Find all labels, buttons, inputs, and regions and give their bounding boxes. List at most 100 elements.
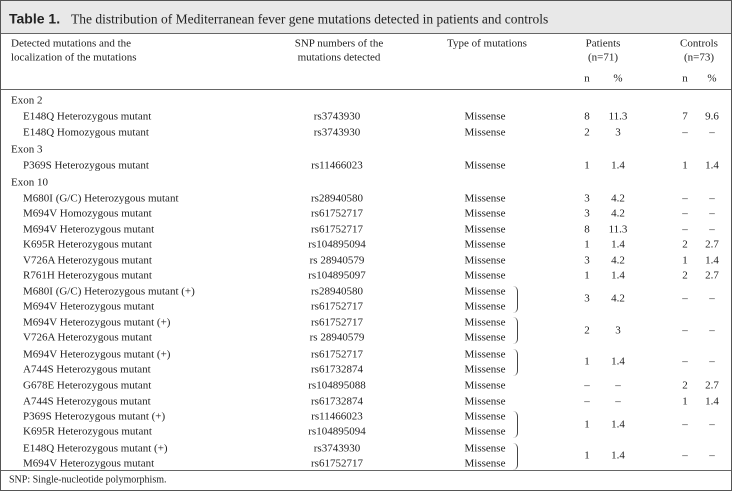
patients-pct: 1.4 [611, 355, 625, 368]
patients-pct: 1.4 [611, 418, 625, 430]
controls-n: 7 [682, 110, 688, 123]
sub-header: n [584, 72, 590, 85]
snp-number: rs104895097 [308, 269, 366, 282]
patients-pct: 11.3 [608, 110, 628, 123]
patients-n: 1 [584, 355, 590, 368]
controls-n: – [682, 192, 688, 204]
col-header: Controls [680, 37, 718, 50]
snp-number: rs11466023 [311, 159, 363, 171]
group-brace [513, 442, 518, 470]
mutation: V726A Heterozygous mutant [23, 254, 152, 266]
table-label: Table 1. [9, 10, 61, 27]
mutation: M694V Homozygous mutant [23, 207, 152, 220]
controls-n: – [682, 418, 688, 430]
mutation: M680I (G/C) Heterozygous mutant (+) [23, 285, 195, 297]
patients-pct: 1.4 [611, 269, 625, 282]
mutation: M680I (G/C) Heterozygous mutant [23, 192, 179, 204]
snp-number: rs104895094 [308, 425, 366, 438]
mutation-type: Missense [464, 442, 506, 454]
mutation: M694V Heterozygous mutant (+) [23, 316, 171, 329]
snp-number: rs11466023 [311, 410, 363, 423]
col-header: SNP numbers of the [294, 37, 384, 50]
controls-n: 2 [682, 379, 688, 392]
mutation: A744S Heterozygous mutant [23, 395, 151, 407]
col-header: (n=73) [683, 51, 715, 64]
col-header: mutations detected [297, 51, 381, 64]
mutation: P369S Heterozygous mutant (+) [23, 410, 166, 423]
controls-pct: – [709, 223, 715, 235]
controls-pct: 1.4 [705, 254, 719, 266]
snp-number: rs61752717 [311, 457, 363, 469]
patients-n: 8 [584, 110, 590, 123]
controls-pct: – [709, 207, 715, 220]
rule [1, 470, 731, 471]
sub-header: % [613, 72, 623, 85]
snp-number: rs28940580 [311, 192, 363, 204]
mutation: R761H Heterozygous mutant [23, 269, 152, 282]
controls-n: 1 [682, 395, 688, 407]
sub-header: n [682, 72, 688, 85]
controls-pct: 2.7 [705, 379, 719, 392]
patients-pct: 1.4 [611, 238, 625, 251]
controls-pct: 9.6 [705, 110, 719, 123]
table-title: The distribution of Mediterranean fever … [71, 11, 549, 27]
controls-pct: – [709, 355, 715, 368]
mutation: E148Q Heterozygous mutant [23, 110, 152, 123]
patients-n: – [584, 395, 590, 407]
patients-pct: 3 [615, 324, 621, 336]
section-title: Exon 2 [11, 94, 43, 107]
patients-n: 1 [584, 418, 590, 430]
patients-pct: 3 [615, 126, 621, 138]
mutation: E148Q Heterozygous mutant (+) [23, 442, 168, 454]
mutation: K695R Heterozygous mutant [23, 238, 152, 251]
mutation-type: Missense [464, 110, 506, 123]
mutation: M694V Heterozygous mutant [23, 223, 155, 235]
snp-number: rs104895088 [308, 379, 366, 392]
mutation-type: Missense [464, 395, 506, 407]
controls-n: – [682, 207, 688, 220]
mutation-type: Missense [464, 425, 506, 438]
controls-pct: – [709, 292, 715, 305]
col-header: Detected mutations and the [11, 37, 132, 50]
mutation: P369S Heterozygous mutant [23, 159, 149, 171]
snp-number: rs61732874 [311, 395, 363, 407]
mutation-type: Missense [464, 410, 506, 423]
mutation-type: Missense [464, 238, 506, 251]
mutation: A744S Heterozygous mutant [23, 363, 151, 375]
mutation-type: Missense [464, 126, 506, 138]
group-brace [513, 348, 518, 376]
snp-number: rs61752717 [311, 348, 363, 360]
mutation-type: Missense [464, 254, 506, 266]
controls-n: – [682, 449, 688, 462]
mutation: E148Q Homozygous mutant [23, 126, 149, 138]
patients-pct: 11.3 [608, 223, 628, 235]
mutation-type: Missense [464, 363, 506, 375]
mutation: G678E Heterozygous mutant [23, 379, 152, 392]
patients-pct: – [615, 379, 621, 392]
patients-n: 1 [584, 269, 590, 282]
snp-number: rs61752717 [311, 223, 363, 235]
snp-number: rs3743930 [313, 126, 361, 138]
controls-n: – [682, 292, 688, 305]
mutation-type: Missense [464, 159, 506, 171]
controls-pct: – [709, 126, 715, 138]
patients-n: 8 [584, 223, 590, 235]
snp-number: rs3743930 [313, 110, 361, 123]
controls-n: 1 [682, 159, 688, 171]
patients-n: 2 [584, 324, 590, 336]
controls-pct: 2.7 [705, 269, 719, 282]
mutation-type: Missense [464, 269, 506, 282]
patients-n: – [584, 379, 590, 392]
snp-number: rs61752717 [311, 316, 363, 329]
controls-pct: 2.7 [705, 238, 719, 251]
controls-pct: – [709, 449, 715, 462]
col-header: localization of the mutations [11, 51, 137, 64]
mutation-type: Missense [464, 331, 506, 344]
rule [1, 33, 731, 34]
mutation-type: Missense [464, 207, 506, 220]
patients-n: 3 [584, 192, 590, 204]
mutation: V726A Heterozygous mutant [23, 331, 152, 344]
controls-n: – [682, 324, 688, 336]
section-title: Exon 10 [11, 176, 48, 188]
